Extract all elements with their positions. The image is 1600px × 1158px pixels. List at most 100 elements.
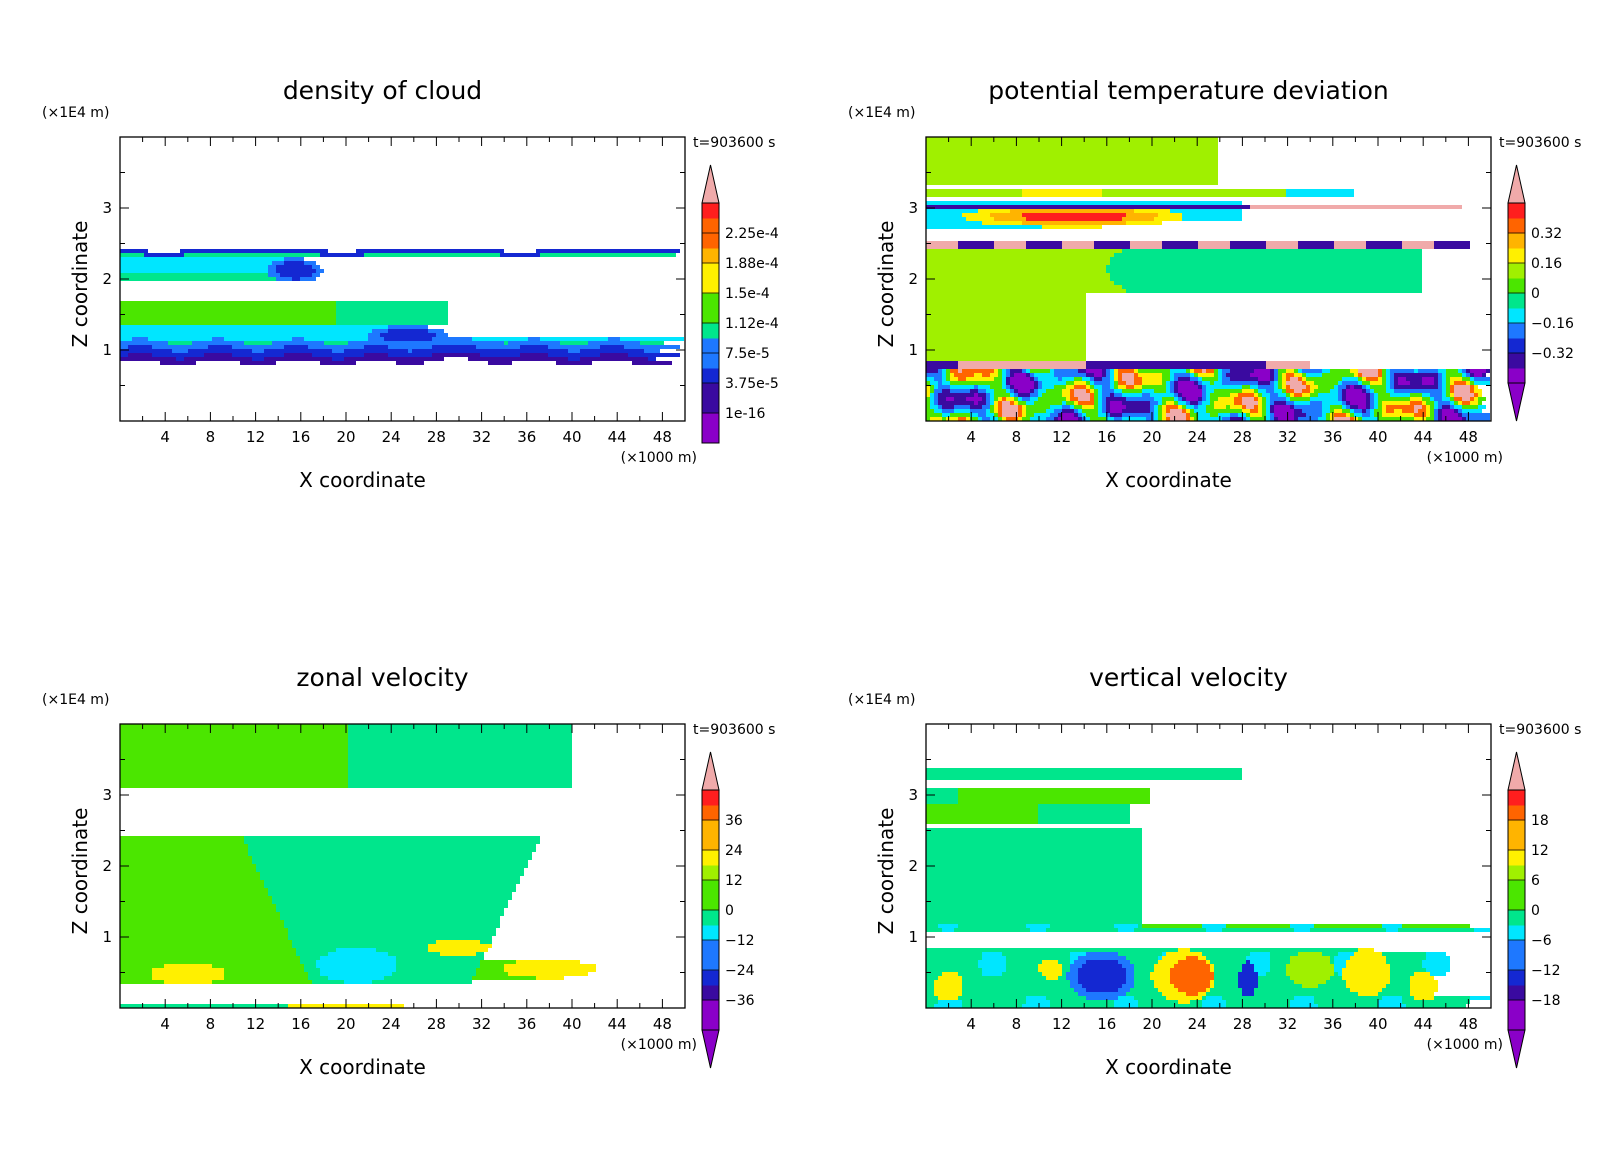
field-cell (974, 401, 978, 405)
field-cell (120, 353, 128, 357)
field-cell (978, 209, 1010, 213)
field-cell (120, 333, 368, 337)
field-cell (280, 273, 312, 277)
field-cell (1162, 241, 1198, 245)
x-tick-label: 40 (1368, 1015, 1387, 1033)
field-cell (1078, 980, 1126, 984)
field-cell (120, 313, 336, 317)
field-cell (1274, 381, 1278, 385)
field-cell (1006, 377, 1010, 381)
field-cell (600, 353, 628, 357)
field-cell (1134, 976, 1150, 980)
field-cell (1002, 373, 1006, 377)
field-cell (926, 776, 1242, 780)
x-tick-label: 48 (1459, 428, 1478, 446)
field-cell (1126, 405, 1150, 409)
field-cell (1294, 369, 1298, 373)
field-cell (348, 784, 572, 788)
field-cell (978, 401, 986, 405)
field-cell (1054, 369, 1078, 373)
field-cell (504, 341, 508, 345)
field-cell (1186, 409, 1190, 413)
field-cell (1078, 409, 1082, 413)
field-cell (120, 900, 272, 904)
field-cell (1066, 385, 1074, 389)
field-cell (1070, 968, 1078, 972)
field-cell (304, 968, 320, 972)
field-cell (1230, 413, 1238, 417)
x-tick-label: 32 (472, 428, 491, 446)
field-cell (304, 261, 316, 265)
field-cell (368, 337, 384, 341)
field-cell (1326, 417, 1330, 421)
field-cell (1262, 401, 1266, 405)
x-tick-label: 40 (562, 1015, 581, 1033)
field-cell (1474, 385, 1478, 389)
field-cell (1294, 980, 1326, 984)
field-cell (1274, 417, 1278, 421)
x-tick-label: 44 (1414, 428, 1433, 446)
field-cell (1110, 381, 1114, 385)
field-cell (1270, 397, 1286, 401)
field-cell (1214, 381, 1222, 385)
colorbar-tick-label: −0.32 (1531, 346, 1574, 362)
field-cell (1254, 968, 1270, 972)
field-cell (938, 405, 942, 409)
colorbar-segment (1508, 293, 1525, 309)
field-cell (926, 964, 978, 968)
field-cell (1214, 373, 1218, 377)
field-cell (1358, 417, 1362, 421)
field-cell (508, 341, 560, 345)
field-cell (1386, 381, 1390, 385)
field-cell (388, 345, 432, 349)
field-cell (1434, 397, 1442, 401)
field-cell (1266, 417, 1270, 421)
field-cell (1478, 401, 1482, 405)
field-cell (1062, 964, 1070, 968)
field-cell (926, 844, 1142, 848)
field-cell (1178, 385, 1198, 389)
field-cell (336, 317, 448, 321)
field-cell (1154, 417, 1158, 421)
field-cell (320, 972, 392, 976)
field-cell (1458, 409, 1462, 413)
field-cell (1070, 964, 1082, 968)
field-cell (1186, 369, 1190, 373)
field-cell (1038, 804, 1130, 808)
field-cell (120, 760, 348, 764)
field-cell (1438, 381, 1442, 385)
field-cell (1298, 377, 1302, 381)
field-cell (1218, 377, 1222, 381)
field-cell (942, 369, 946, 373)
field-cell (336, 313, 448, 317)
field-cell (268, 888, 516, 892)
field-cell (1194, 373, 1198, 377)
field-raster (120, 249, 684, 365)
field-cell (1302, 409, 1322, 413)
field-cell (1162, 381, 1166, 385)
field-cell (428, 948, 488, 952)
field-cell (1122, 373, 1134, 377)
field-cell (954, 373, 974, 377)
field-cell (248, 844, 536, 848)
field-cell (1386, 405, 1414, 409)
field-cell (120, 257, 284, 261)
field-cell (1078, 413, 1082, 417)
field-cell (120, 305, 336, 309)
field-cell (970, 409, 986, 413)
field-cell (348, 780, 572, 784)
field-cell (1034, 389, 1038, 393)
field-cell (926, 313, 1086, 317)
field-cell (436, 940, 480, 944)
field-cell (1362, 373, 1378, 377)
field-cell (926, 908, 1142, 912)
field-cell (1134, 980, 1154, 984)
field-cell (1122, 249, 1422, 253)
field-cell (1138, 373, 1162, 377)
colorbar-tick-label: 0 (1531, 903, 1540, 919)
field-cell (1358, 405, 1366, 409)
field-cell (1306, 373, 1322, 377)
field-cell (1342, 976, 1390, 980)
field-cell (1258, 984, 1302, 988)
